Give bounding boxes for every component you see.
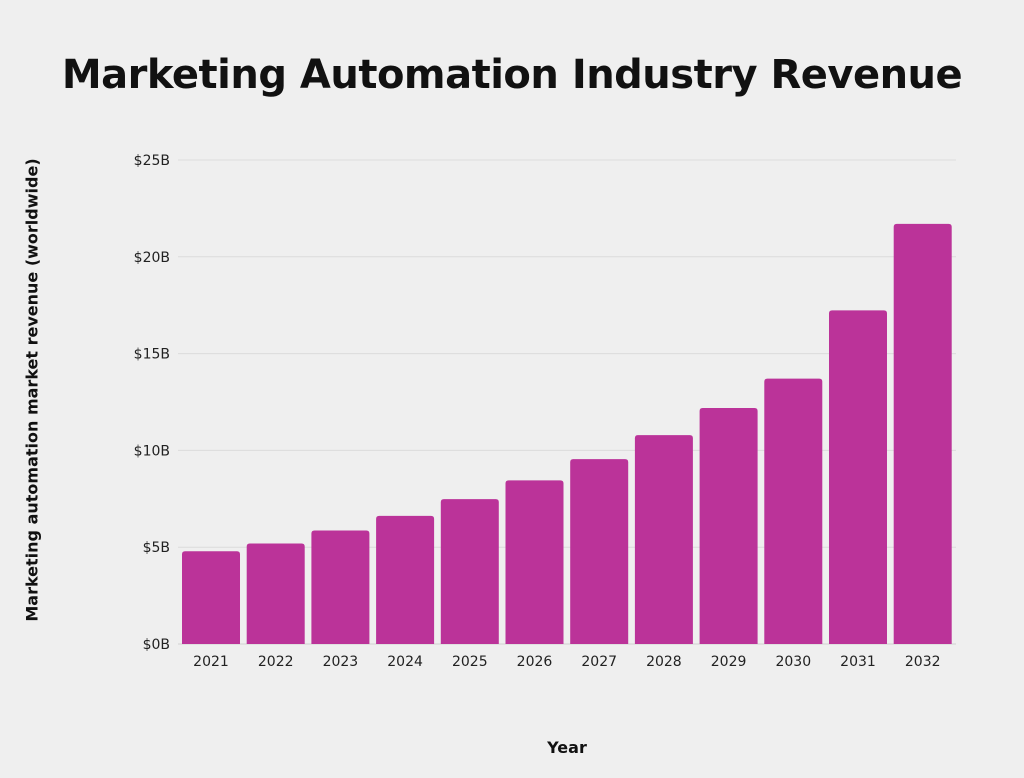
- bar-2028: [634, 435, 693, 644]
- bar-2027: [570, 459, 629, 644]
- x-tick-label: 2024: [387, 654, 423, 670]
- x-tick-label: 2023: [323, 654, 359, 670]
- x-axis-label: Year: [547, 738, 587, 757]
- bar-2030: [764, 378, 823, 644]
- y-tick-label: $5B: [143, 540, 170, 556]
- bar-2026: [505, 480, 564, 644]
- y-tick-label: $10B: [134, 443, 170, 459]
- x-tick-label: 2021: [193, 654, 229, 670]
- x-tick-label: 2026: [517, 654, 553, 670]
- bar-2021: [182, 551, 240, 644]
- y-tick-label: $0B: [143, 637, 170, 653]
- bar-2024: [376, 515, 435, 644]
- y-tick-label: $15B: [134, 347, 170, 363]
- bar-2023: [311, 530, 370, 644]
- bar-2032: [893, 223, 952, 644]
- chart-title: Marketing Automation Industry Revenue: [61, 52, 963, 98]
- x-tick-label: 2030: [775, 654, 811, 670]
- x-tick-label: 2025: [452, 654, 488, 670]
- x-tick-label: 2032: [905, 654, 941, 670]
- x-tick-label: 2027: [581, 654, 617, 670]
- bar-2029: [699, 408, 758, 644]
- x-tick-label: 2028: [646, 654, 682, 670]
- x-tick-label: 2031: [840, 654, 876, 670]
- bar-2031: [829, 310, 887, 644]
- x-tick-label: 2022: [258, 654, 294, 670]
- bar-2022: [246, 543, 305, 644]
- bar-2025: [440, 499, 499, 644]
- y-tick-label: $20B: [134, 250, 170, 266]
- x-tick-label: 2029: [711, 654, 747, 670]
- y-tick-label: $25B: [134, 153, 170, 169]
